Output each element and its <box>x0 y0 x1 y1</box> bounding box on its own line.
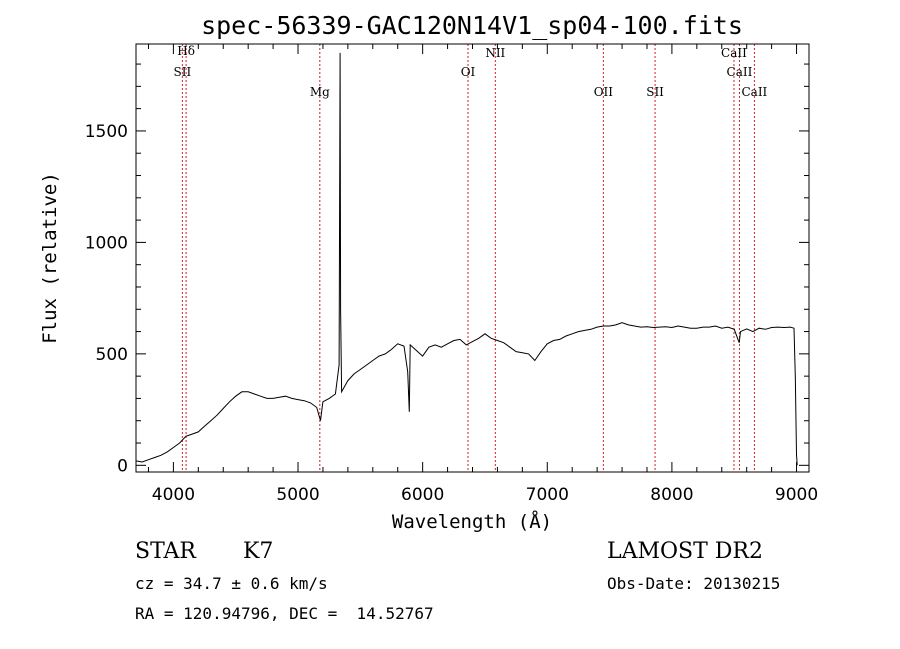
marker-label: OI <box>461 65 476 79</box>
x-tick-label: 8000 <box>650 485 693 505</box>
y-tick-label: 500 <box>96 345 128 365</box>
object-class: STAR <box>135 539 197 564</box>
marker-label: CaII <box>727 65 753 79</box>
redshift-value: cz = 34.7 ± 0.6 km/s <box>135 574 328 593</box>
y-tick-label: 1000 <box>85 233 128 253</box>
spectral-line-labels: Hδ SII Mg OI NII OII SII CaII CaII CaII <box>174 44 768 99</box>
spectral-line-markers <box>181 44 755 472</box>
x-tick-label: 9000 <box>775 485 818 505</box>
object-subclass: K7 <box>243 539 273 564</box>
survey-name: LAMOST DR2 <box>607 539 763 564</box>
chart-title: spec-56339-GAC120N14V1_sp04-100.fits <box>201 11 743 40</box>
spectrum-series-line <box>135 52 798 466</box>
marker-label: SII <box>646 85 664 99</box>
y-axis-ticks: 0 500 1000 1500 <box>85 63 809 476</box>
y-tick-label: 1500 <box>85 122 128 142</box>
x-axis-ticks: 4000 5000 6000 7000 8000 9000 <box>147 44 818 505</box>
x-tick-label: 6000 <box>401 485 444 505</box>
marker-label: CaII <box>741 85 767 99</box>
observation-date: Obs-Date: 20130215 <box>607 574 780 593</box>
marker-label: Hδ <box>177 44 195 58</box>
x-tick-label: 7000 <box>526 485 569 505</box>
x-tick-label: 4000 <box>152 485 195 505</box>
coordinates: RA = 120.94796, DEC = 14.52767 <box>135 604 434 623</box>
marker-label: NII <box>485 46 505 60</box>
marker-label: Mg <box>310 85 330 99</box>
x-tick-label: 5000 <box>276 485 319 505</box>
marker-label: CaII <box>721 46 747 60</box>
marker-label: SII <box>174 65 192 79</box>
y-tick-label: 0 <box>117 456 128 476</box>
y-axis-label: Flux (relative) <box>39 172 61 344</box>
marker-label: OII <box>594 85 614 99</box>
x-axis-label: Wavelength (Å) <box>392 510 552 533</box>
plot-frame <box>135 43 810 473</box>
